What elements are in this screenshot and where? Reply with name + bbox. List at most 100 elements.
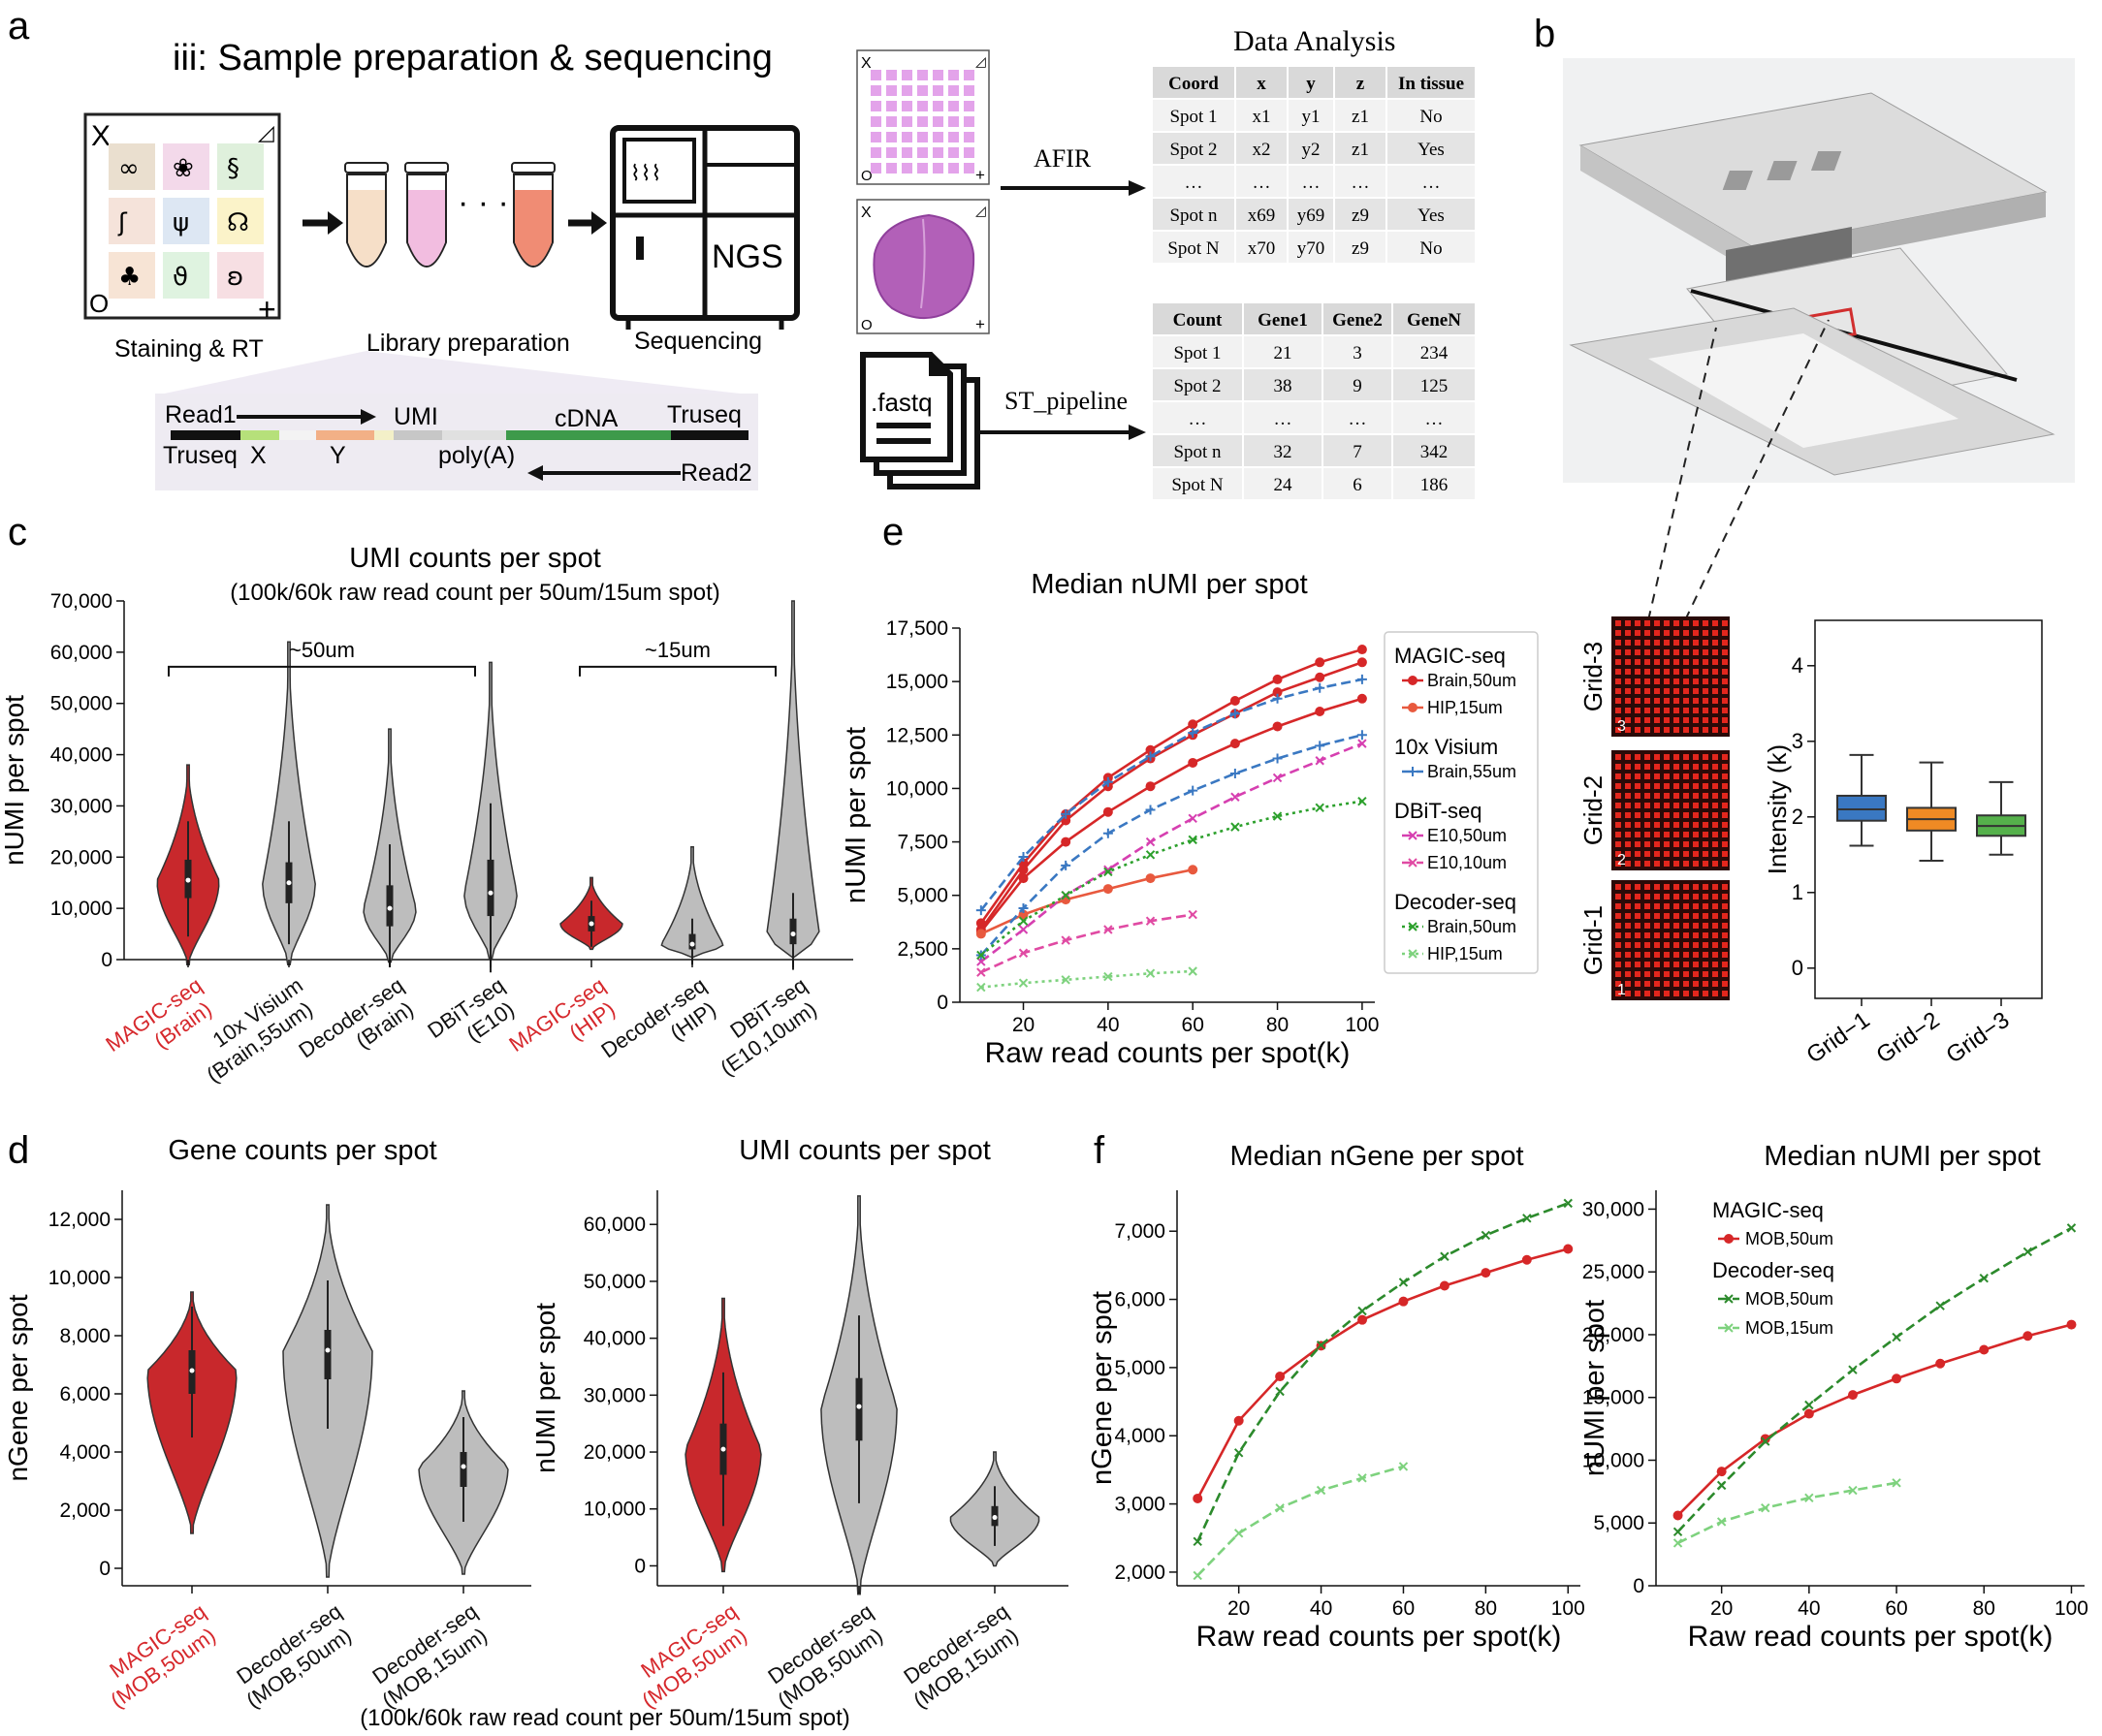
series-line [980,800,1363,957]
tissue-glyph: ʚ [227,263,243,292]
grid-spot [1693,971,1699,977]
table-cell: 21 [1274,343,1292,363]
chart-d-gene-violin: 0 2,000 4,000 6,000 8,000 10,000 12,000 nGene p… [3,1135,531,1713]
grid-spot [1673,620,1679,626]
table-row [1151,131,1477,166]
array-spot [902,163,912,174]
legend-entry: Brain,50um [1427,671,1516,690]
grid-spot [1615,861,1621,867]
data-point [975,905,986,916]
table-cell: 234 [1420,343,1449,363]
data-point [1061,975,1070,985]
chart-c-umi-violin: 0 10,000 20,000 30,000 40,000 50,000 60,000 70,… [0,543,853,1088]
violin-median [589,921,594,927]
coord-table: Coord x y z In tissue Spot 1 x1 y1 z1 No Spot 2 x2 y… [1151,65,1477,265]
grid-spot [1703,884,1708,890]
data-point [1440,1251,1449,1261]
array-spot [917,147,928,158]
data-point [1315,682,1325,693]
x-tick-label: Decoder-seq(MOB,50um) [227,1599,360,1713]
grid-spot [1625,620,1631,626]
size-bracket-label: ~15um [645,638,711,662]
grid-spot [1664,708,1670,713]
table-cell: 125 [1420,376,1449,396]
data-point [1018,916,1029,926]
array-spot [886,116,897,127]
data-point [1193,1570,1202,1581]
grid-spot [1644,991,1650,996]
x-tick-label: Grid−2 [1871,1007,1944,1069]
data-point [1398,1462,1409,1471]
grid-spot [1712,812,1718,818]
grid-spot [1615,822,1621,828]
x-axis-title: Raw read counts per spot(k) [1688,1621,2054,1653]
data-point [1061,891,1070,900]
grid-spot [1635,679,1640,684]
grid-spot [1673,649,1679,655]
grid-spot [1683,832,1689,837]
x-tick-label: Decoder-seq(MOB,15um) [363,1599,495,1713]
grid-spot [1654,861,1660,867]
grid-spot [1635,727,1640,733]
data-point [1145,781,1156,792]
data-point [976,982,986,993]
x-tick-label: 60 [1885,1597,1907,1620]
grid-spot [1635,669,1640,675]
read1-label: Read1 [165,401,237,428]
read2-label: Read2 [681,459,752,487]
grid-spot [1712,832,1718,837]
grid-spot [1644,717,1650,723]
data-point [1103,925,1113,934]
grid-spot [1683,620,1689,626]
data-point [1145,850,1156,860]
table-cell: y1 [1302,107,1321,127]
grid-spot [1644,894,1650,900]
grid-spot [1712,962,1718,967]
chart-title: Median nUMI per spot [1764,1141,2040,1172]
tissue-tile [217,198,264,244]
grid-spot [1712,884,1718,890]
data-point [1356,674,1367,684]
data-point [1188,966,1197,976]
mini-mark-o: O [861,168,873,184]
grid-spot [1673,803,1679,808]
table-cell: … [1422,173,1441,193]
array-spot [871,147,881,158]
grid-spot [1712,932,1718,938]
grid-spot [1644,971,1650,977]
grid-spot [1712,727,1718,733]
grid-spot [1654,884,1660,890]
grid-spot [1635,803,1640,808]
y-tick-label: 10,000 [584,1499,646,1521]
grid-spot [1712,894,1718,900]
y-axis-title: nGene per spot [3,1294,33,1481]
afir-arrow-head [1129,180,1146,196]
tube-cap [511,162,556,174]
legend-group-title: DBiT-seq [1394,799,1481,823]
grid-spot [1644,962,1650,967]
grid-spot [1673,851,1679,857]
grid-spot [1722,793,1728,799]
grid-spot [1673,841,1679,847]
grid-spot [1683,841,1689,847]
panel-a-schematic: iii: Sample preparation & sequencing X ◿… [83,25,1477,501]
arrow-to-sequencer-head [591,211,607,235]
grid-spot [1712,783,1718,789]
grid-spot [1722,991,1728,996]
grid-spot [1673,764,1679,770]
data-point [1188,813,1197,824]
grid-spot [1703,773,1708,779]
data-analysis-title: Data Analysis [1233,25,1395,57]
grid-spot [1635,851,1640,857]
y-tick-label: 0 [634,1555,646,1577]
chart-e-median-numi: 0 2,500 5,000 7,500 10,000 12,500 15,000 17,500… [841,569,1539,1069]
grid-spot [1635,630,1640,636]
grid-spot [1664,669,1670,675]
series-line [980,969,1194,989]
grid-image [1611,880,1730,1000]
data-point [1145,744,1156,755]
grid-spot [1644,981,1650,987]
grid-spot [1615,764,1621,770]
data-point [1847,1390,1858,1401]
grid-spot [1693,841,1699,847]
